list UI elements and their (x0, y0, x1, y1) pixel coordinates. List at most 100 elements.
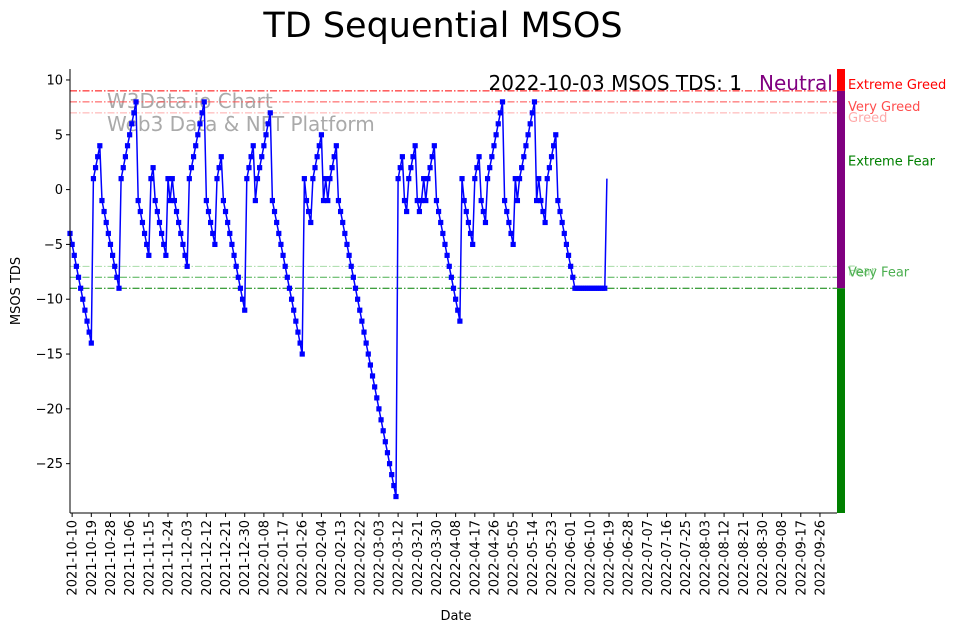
data-point (446, 263, 452, 269)
data-point (171, 197, 177, 204)
data-point (237, 285, 244, 291)
data-point (92, 165, 99, 171)
data-point (476, 154, 482, 160)
data-point (542, 219, 548, 226)
y-tick-label: −15 (36, 348, 63, 363)
data-point (410, 154, 416, 160)
data-point (570, 274, 576, 280)
data-point (438, 219, 444, 226)
data-point (276, 230, 282, 237)
data-point (380, 428, 386, 434)
data-point (404, 208, 410, 215)
data-point (159, 230, 165, 237)
x-axis-label: Date (440, 609, 471, 624)
data-point (299, 351, 305, 357)
data-point (427, 165, 433, 171)
data-point (459, 176, 465, 182)
data-point (118, 176, 124, 182)
data-point (263, 132, 269, 138)
data-point (523, 143, 529, 149)
data-point (602, 285, 608, 291)
data-point (393, 493, 399, 500)
data-point (499, 99, 506, 105)
zone-bar (837, 288, 845, 513)
data-point (440, 230, 446, 237)
data-point (342, 230, 348, 237)
x-tick-label: 2022-05-23 (545, 520, 560, 596)
data-point (418, 197, 425, 204)
x-tick-label: 2022-02-13 (334, 520, 349, 596)
threshold-label: Extreme Greed (848, 78, 946, 93)
x-tick-label: 2022-03-30 (430, 520, 445, 596)
x-tick-label: 2022-06-28 (622, 520, 637, 596)
data-point (180, 241, 186, 248)
data-point (306, 208, 312, 215)
x-tick-label: 2021-10-10 (66, 520, 81, 596)
y-tick-label: −25 (36, 457, 63, 472)
data-point (497, 110, 503, 116)
data-point (314, 154, 320, 160)
data-point (491, 143, 497, 149)
x-tick-label: 2022-04-08 (449, 520, 464, 596)
data-point (421, 176, 427, 182)
data-point (110, 252, 116, 258)
x-tick-label: 2021-12-12 (200, 520, 215, 596)
x-tick-label: 2021-11-15 (142, 520, 157, 596)
data-point (252, 197, 258, 204)
data-point (282, 263, 288, 269)
y-tick-label: 10 (46, 73, 63, 88)
data-point (161, 241, 167, 248)
data-point (286, 285, 293, 291)
data-point (233, 263, 239, 269)
data-point (484, 176, 491, 182)
threshold-label: Extreme Fear (848, 154, 936, 169)
data-point (365, 351, 371, 357)
data-point (127, 132, 133, 138)
x-tick-label: 2022-08-12 (718, 520, 733, 596)
data-point (137, 208, 143, 215)
data-point (205, 208, 212, 215)
data-point (363, 340, 369, 346)
watermark-line-1: W3Data.io Chart (107, 89, 273, 113)
data-point (248, 154, 254, 160)
data-point (412, 143, 418, 149)
data-point (467, 230, 474, 237)
data-point (152, 197, 158, 204)
data-point (325, 197, 331, 204)
data-point (521, 154, 527, 160)
data-point (540, 208, 546, 215)
data-point (355, 296, 361, 302)
data-point (254, 176, 261, 182)
data-point (529, 110, 535, 116)
x-tick-label: 2021-10-19 (85, 520, 100, 596)
data-point (169, 176, 175, 182)
data-point (218, 154, 224, 160)
data-point (382, 439, 388, 445)
x-tick-label: 2022-08-21 (737, 520, 752, 596)
data-point (555, 197, 561, 204)
data-point (318, 132, 325, 138)
data-point (414, 197, 420, 204)
data-point (519, 165, 525, 171)
data-point (271, 208, 278, 215)
data-point (487, 165, 493, 171)
data-point (280, 252, 286, 258)
x-tick-label: 2022-07-25 (679, 520, 694, 596)
data-point (173, 208, 180, 215)
data-point (222, 208, 229, 215)
x-tick-label: 2022-03-03 (372, 520, 387, 596)
data-point (329, 165, 335, 171)
x-tick-label: 2021-12-21 (219, 520, 234, 596)
x-tick-label: 2022-04-26 (487, 520, 502, 596)
data-point (472, 176, 478, 182)
data-point (327, 176, 333, 182)
threshold-label: Very Fear (848, 265, 910, 280)
data-point (397, 165, 403, 171)
data-point (203, 197, 209, 204)
threshold-label: Fear (848, 264, 877, 279)
data-point (444, 252, 450, 258)
data-point (257, 165, 263, 171)
data-point (548, 154, 555, 160)
data-point (274, 219, 280, 226)
watermark: W3Data.io Chart Web3 Data & NFT Platform (107, 89, 375, 136)
